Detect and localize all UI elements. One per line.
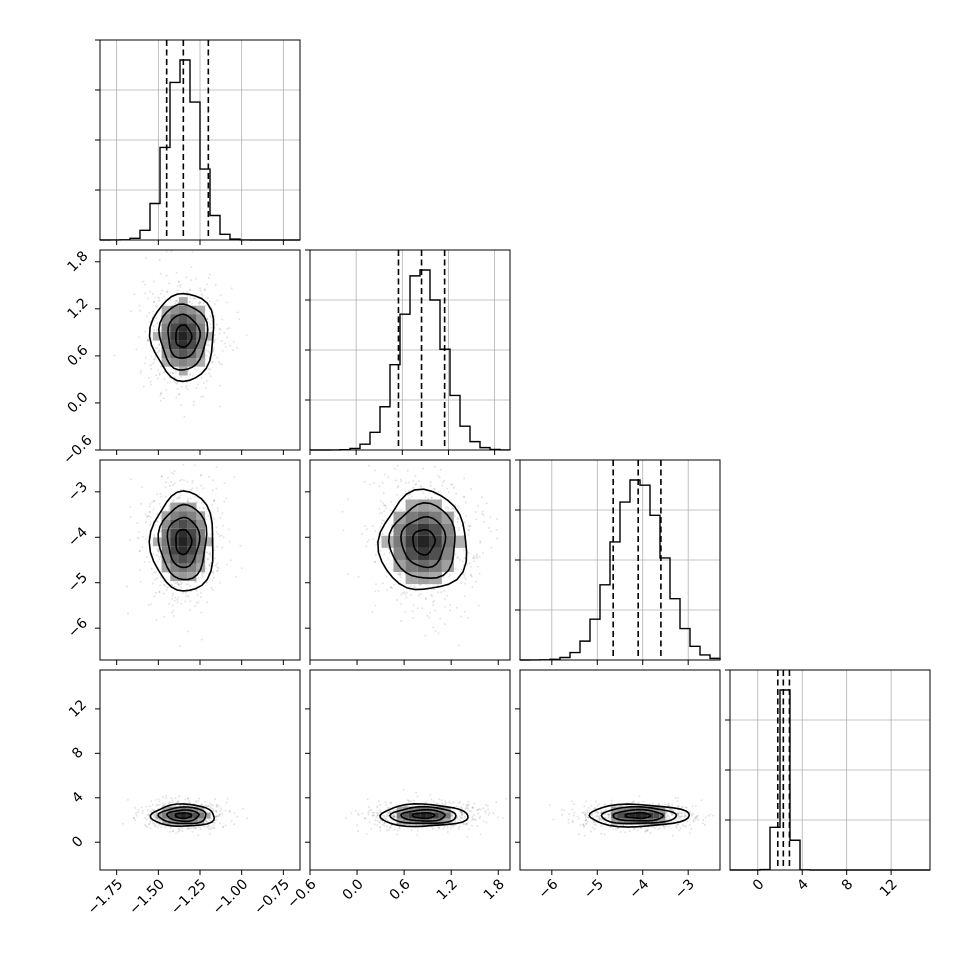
x-tick-label: 0.0 (340, 876, 367, 903)
y-tick-label: 0.6 (64, 342, 91, 369)
y-tick-label: 4 (69, 789, 87, 807)
histogram-steps (730, 689, 930, 871)
x-tick-label: −5 (581, 876, 607, 902)
contour-1 (166, 516, 201, 569)
scatter-panel-3-0 (95, 669, 301, 875)
contour-2 (157, 303, 209, 371)
y-tick-label: 0 (69, 833, 87, 851)
panel-frame (309, 669, 511, 871)
x-tick-label: −1.00 (210, 876, 252, 918)
x-tick-label: −0.6 (284, 876, 319, 911)
x-tick-label: −4 (626, 876, 652, 902)
histogram-steps (519, 479, 721, 661)
x-tick-label: 4 (794, 876, 812, 894)
histogram-panel-3 (725, 669, 931, 875)
x-tick-label: 1.8 (481, 876, 508, 903)
y-tick-label: 8 (69, 744, 87, 762)
contour-3 (149, 803, 216, 828)
histogram-steps (309, 269, 511, 451)
panel-layer (95, 39, 931, 875)
y-tick-label: −0.6 (60, 432, 95, 467)
x-tick-label: 8 (839, 876, 857, 894)
scatter-panel-3-1 (305, 669, 511, 875)
contour-3 (379, 802, 469, 828)
x-tick-label: 1.2 (434, 876, 461, 903)
density-cells (381, 499, 466, 585)
contour-3 (148, 292, 215, 383)
scatter-panel-3-2 (515, 669, 721, 875)
contour-3 (377, 488, 468, 591)
density-cells (152, 297, 214, 376)
y-tick-label: −6 (65, 615, 91, 641)
contour-1 (612, 808, 665, 822)
x-tick-label: −6 (536, 876, 562, 902)
contour-1 (400, 515, 447, 569)
scatter-panel-2-0 (95, 459, 301, 665)
panel-frame (99, 459, 301, 661)
y-tick-label: −5 (65, 570, 91, 596)
contour-2 (388, 805, 457, 825)
panel-frame (99, 39, 301, 241)
contour-0 (412, 528, 436, 556)
y-tick-label: 1.2 (64, 295, 91, 322)
contour-0 (174, 812, 193, 820)
density-cells (152, 502, 214, 581)
contour-0 (175, 324, 193, 348)
y-tick-label: 1.8 (64, 248, 91, 275)
panel-frame (519, 669, 721, 871)
x-tick-label: −3 (672, 876, 698, 902)
contour-2 (387, 501, 456, 580)
contour-0 (411, 811, 436, 820)
panel-frame (519, 459, 721, 661)
panel-frame (309, 459, 511, 661)
y-tick-label: −3 (65, 479, 91, 505)
scatter-panel-2-1 (305, 459, 511, 665)
scatter-panel-1-0 (95, 249, 301, 455)
histogram-panel-0 (95, 39, 301, 245)
contour-0 (175, 528, 193, 556)
histogram-panel-2 (515, 459, 721, 665)
contour-0 (624, 811, 652, 820)
contour-1 (167, 313, 201, 359)
x-tick-label: −1.50 (126, 876, 168, 918)
y-tick-label: 12 (66, 697, 90, 721)
y-tick-label: 0.0 (64, 389, 91, 416)
contour-3 (588, 803, 691, 828)
y-tick-label: −4 (65, 524, 91, 550)
panel-frame (99, 669, 301, 871)
contour-2 (600, 805, 678, 825)
x-tick-label: −1.25 (168, 876, 210, 918)
histogram-panel-1 (305, 249, 511, 455)
contour-1 (165, 809, 200, 823)
contour-1 (400, 808, 446, 822)
contour-3 (148, 490, 214, 592)
panel-frame (99, 249, 301, 451)
panel-frame (729, 669, 931, 871)
contour-2 (157, 806, 207, 825)
x-tick-label: −1.75 (85, 876, 127, 918)
panel-frame (309, 249, 511, 451)
x-tick-label: 12 (877, 876, 901, 900)
x-tick-label: 0 (750, 876, 768, 894)
contour-2 (157, 503, 208, 581)
x-tick-label: 0.6 (387, 876, 414, 903)
